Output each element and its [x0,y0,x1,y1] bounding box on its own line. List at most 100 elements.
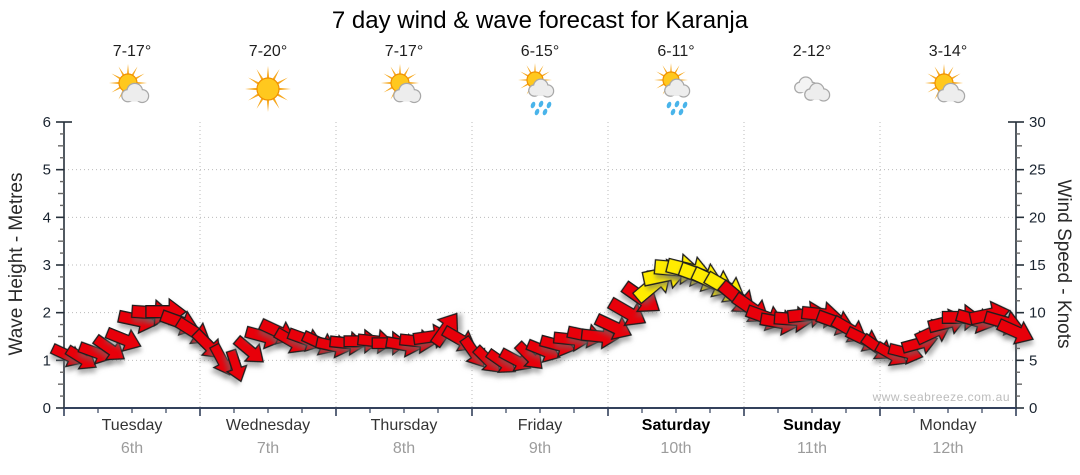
right-tick-label: 10 [1029,305,1046,322]
sun-ray [126,64,130,75]
right-tick-label: 25 [1029,162,1046,179]
day-temperature: 7-17° [384,43,424,60]
weather-icon-partly-cloudy [109,64,150,104]
wind-arrow [225,348,248,383]
day-date: 12th [932,440,964,457]
sun-ray [111,73,122,80]
rain-drop [538,100,544,108]
weather-icon-slot [784,62,840,118]
rain-drop [542,108,548,116]
right-tick-label: 0 [1029,400,1037,417]
sun-ray [134,73,145,80]
day-date: 8th [392,440,416,457]
cloud-base [669,90,689,96]
sun-ray [656,82,666,89]
left-tick-label: 6 [43,114,51,131]
cloud-base [533,90,553,96]
sun-ray [136,81,147,85]
sun-ray [950,73,961,80]
sun-ray [118,66,125,77]
sun-ray [408,81,419,85]
sun-ray [927,73,938,80]
sun-ray [131,66,138,77]
rain-drop [534,108,540,116]
sun-disc [256,77,280,101]
wind-arrow [995,318,1034,345]
weather-icon-partly-cloudy [381,64,422,104]
right-tick-label: 20 [1029,209,1046,226]
sun-ray [256,96,265,109]
sun-ray [934,66,941,77]
sun-ray [654,79,664,81]
rain-drop [670,108,676,116]
day-name: Sunday [783,417,841,434]
cloud-base [126,95,148,102]
day-temperature: 6-15° [520,43,560,60]
sun-ray [248,92,261,101]
sun-ray [537,65,544,75]
day-temperature: 2-12° [792,43,832,60]
right-tick-label: 5 [1029,352,1037,369]
wind-arrow [593,312,633,341]
weather-icon-cloudy [794,76,831,102]
left-tick-label: 2 [43,305,51,322]
sun-ray [109,81,120,85]
wind-arrow [513,340,543,370]
left-tick-label: 4 [43,209,51,226]
sun-ray [540,71,550,78]
left-tick-label: 1 [43,352,51,369]
wind-arrow [232,334,264,363]
sun-ray [266,98,270,112]
day-temperature: 3-14° [928,43,968,60]
cloud-base [398,95,420,102]
sun-ray [381,81,392,85]
sun-ray [952,81,963,85]
sun-ray [111,86,122,93]
weather-icon-showers [654,63,691,116]
weather-icon-slot [648,62,704,118]
weather-icon-partly-cloudy [925,64,966,104]
sun-ray [520,82,530,89]
sun-ray [266,66,270,80]
day-date: 6th [120,440,144,457]
sun-ray [662,65,669,75]
weather-icon-slot [240,62,296,118]
sun-ray [256,69,265,82]
sun-ray [520,71,530,78]
wind-arrow [91,333,126,361]
weather-icon-sunny [245,66,291,112]
sun-ray [271,69,280,82]
cloud-base [809,94,829,100]
sun-ray [248,77,261,86]
rain-drop [678,108,684,116]
day-name: Thursday [370,417,438,434]
rain-drop [546,101,552,109]
sun-ray [673,65,680,75]
chart-title: 7 day wind & wave forecast for Karanja [331,7,749,34]
rain-drop [666,101,672,109]
right-tick-label: 30 [1029,114,1046,131]
wind-arrow [606,296,647,327]
right-tick-label: 15 [1029,257,1046,274]
sun-ray [390,66,397,77]
day-name: Wednesday [225,417,311,434]
sun-ray [942,64,946,75]
sun-ray [947,66,954,77]
sun-ray [245,87,259,91]
weather-icon-slot [104,62,160,118]
sun-ray [383,73,394,80]
sun-ray [925,81,936,85]
sun-ray [271,96,280,109]
sun-ray [534,63,536,73]
day-temperature: 6-11° [657,43,695,60]
day-date: 9th [528,440,552,457]
left-tick-label: 5 [43,162,51,179]
sun-ray [676,71,686,78]
day-temperature: 7-20° [248,43,288,60]
sun-ray [275,92,288,101]
left-tick-label: 3 [43,257,51,274]
sun-ray [526,65,533,75]
rain-drop [674,100,680,108]
